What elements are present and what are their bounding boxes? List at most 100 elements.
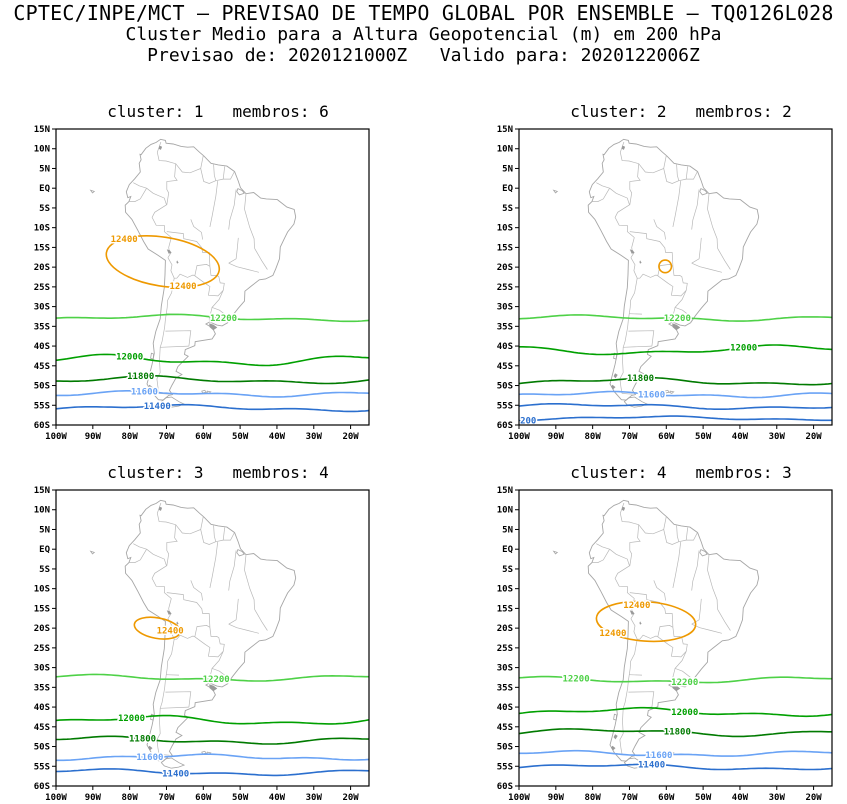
lat-tick-label: 60S	[497, 421, 513, 431]
lat-tick-label: EQ	[39, 545, 50, 555]
contour-11400	[519, 404, 832, 409]
lat-tick-label: 25S	[34, 283, 50, 293]
map-border	[168, 238, 171, 258]
map-border	[654, 219, 666, 239]
map-island	[202, 390, 206, 393]
lat-tick-label: 50S	[497, 382, 513, 392]
contour-11800	[56, 736, 369, 744]
map-border	[610, 549, 635, 598]
map-border	[210, 181, 218, 227]
lat-tick-label: 35S	[497, 683, 513, 693]
map-border	[160, 346, 189, 347]
lon-tick-label: 30W	[769, 432, 786, 442]
map-border	[620, 639, 637, 755]
lon-tick-label: 80W	[122, 432, 139, 442]
contour-label: 11600	[131, 387, 158, 397]
lon-tick-label: 20W	[805, 432, 822, 442]
contour-12400	[659, 260, 672, 273]
map-island	[91, 551, 95, 554]
lat-tick-label: 30S	[34, 303, 50, 313]
contour-label: 12400	[111, 235, 138, 245]
lat-tick-label: 35S	[34, 322, 50, 332]
lat-tick-label: 10S	[34, 224, 50, 234]
lon-tick-label: 70W	[158, 793, 175, 803]
lat-tick-label: 10S	[34, 585, 50, 595]
contour-11400	[56, 405, 369, 412]
lat-tick-label: 45S	[34, 723, 50, 733]
lat-tick-label: 60S	[34, 421, 50, 431]
contour-label: 12200	[664, 314, 691, 324]
map-border	[176, 155, 204, 172]
contour-11800	[56, 376, 369, 384]
map-border	[229, 550, 236, 590]
map-border	[718, 248, 731, 269]
map-border	[229, 238, 239, 263]
lon-tick-label: 90W	[548, 432, 565, 442]
header-line-1: CPTEC/INPE/MCT — PREVISAO DE TEMPO GLOBA…	[0, 2, 847, 24]
lat-tick-label: 30S	[497, 303, 513, 313]
map-border	[718, 609, 731, 630]
lat-tick-label: 60S	[34, 782, 50, 792]
lon-tick-label: 40W	[732, 793, 749, 803]
contour-label: 11400	[638, 760, 665, 770]
lat-tick-label: 20S	[497, 263, 513, 273]
contour-11600	[519, 751, 832, 756]
lat-tick-label: 20S	[34, 263, 50, 273]
map-lake	[176, 260, 178, 263]
panel-2-title: cluster: 2 membros: 2	[477, 102, 843, 121]
map-border	[692, 238, 702, 263]
map-border	[673, 542, 681, 588]
contour-label: 11400	[162, 770, 189, 780]
panel-1-plot: 15N10N5NEQ5S10S15S20S25S30S35S40S45S50S5…	[14, 123, 380, 443]
map-border	[596, 544, 609, 550]
lat-tick-label: 15N	[34, 125, 50, 135]
lon-tick-label: 40W	[269, 793, 286, 803]
lon-tick-label: 90W	[85, 432, 102, 442]
map-island	[700, 550, 707, 556]
lon-tick-label: 60W	[658, 432, 675, 442]
lon-tick-label: 80W	[585, 432, 602, 442]
lat-tick-label: 25S	[497, 644, 513, 654]
lat-tick-label: 15S	[497, 243, 513, 253]
lat-tick-label: 5S	[39, 204, 50, 214]
map-border	[168, 599, 171, 619]
map-island	[554, 190, 558, 193]
map-lake	[630, 249, 635, 253]
contour-11400	[519, 764, 832, 769]
lat-tick-label: 55S	[497, 401, 513, 411]
map-border	[592, 549, 610, 562]
lat-tick-label: EQ	[502, 545, 513, 555]
map-lake	[611, 385, 615, 390]
lat-tick-label: 55S	[34, 401, 50, 411]
map-border	[631, 258, 658, 279]
map-island	[665, 390, 669, 393]
map-lake	[167, 610, 172, 614]
map-border	[692, 599, 702, 624]
contour-label: 12000	[116, 353, 143, 363]
lat-tick-label: 10N	[497, 506, 513, 516]
contour-11200	[519, 416, 832, 420]
map-border	[623, 346, 652, 347]
map-border	[620, 503, 640, 566]
lon-tick-label: 50W	[695, 793, 712, 803]
map-border	[592, 188, 610, 201]
lat-tick-label: 5S	[39, 565, 50, 575]
panel-3-title: cluster: 3 membros: 4	[14, 463, 380, 482]
map-island	[237, 550, 244, 556]
lat-tick-label: 55S	[34, 762, 50, 772]
contour-label: 11400	[144, 402, 171, 412]
map-border	[214, 526, 216, 542]
lat-tick-label: 40S	[497, 703, 513, 713]
map-border	[168, 258, 195, 279]
map-border	[677, 165, 679, 181]
map-border	[210, 627, 224, 651]
map-border	[129, 549, 147, 562]
map-border	[165, 331, 190, 346]
map-border	[631, 238, 634, 258]
panel-2-plot: 15N10N5NEQ5S10S15S20S25S30S35S40S45S50S5…	[477, 123, 843, 443]
lat-tick-label: 50S	[497, 743, 513, 753]
lon-tick-label: 80W	[585, 793, 602, 803]
